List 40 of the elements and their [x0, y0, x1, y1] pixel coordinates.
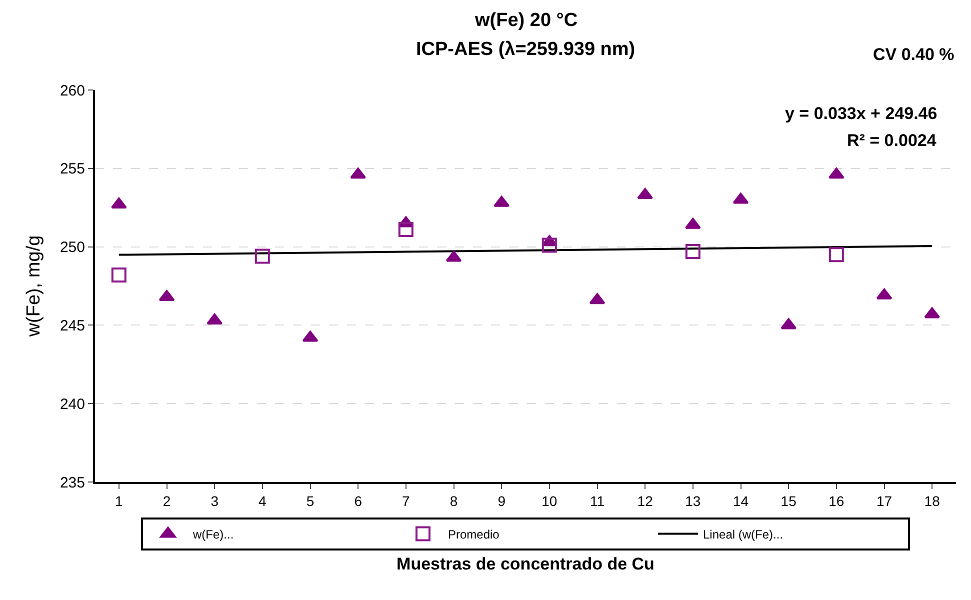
- legend-label: w(Fe)...: [192, 527, 234, 542]
- x-tick-label: 2: [162, 492, 171, 509]
- x-tick-label: 8: [450, 492, 458, 509]
- chart-title: w(Fe) 20 °C: [474, 10, 578, 31]
- x-tick-label: 16: [828, 492, 844, 509]
- x-tick-label: 1: [115, 492, 124, 509]
- x-tick-label: 3: [210, 492, 219, 509]
- x-tick-label: 7: [402, 492, 410, 509]
- point: [828, 247, 844, 262]
- x-tick-label: 5: [306, 492, 314, 509]
- x-tick-label: 17: [876, 492, 892, 509]
- x-axis-title: Muestras de concentrado de Cu: [396, 554, 654, 574]
- point: [542, 238, 557, 253]
- y-tick-label: 240: [60, 396, 85, 413]
- annotation: y = 0.033x + 249.46: [785, 104, 938, 123]
- point: [398, 222, 414, 238]
- x-tick-label: 14: [732, 492, 749, 509]
- y-tick-label: 260: [60, 82, 85, 100]
- point: [254, 248, 270, 264]
- annotation: R² = 0.0024: [847, 131, 937, 150]
- y-tick-label: 245: [60, 317, 85, 334]
- y-tick-label: 255: [60, 160, 85, 178]
- y-axis-title: w(Fe), mg/g: [23, 235, 44, 338]
- x-tick-label: 4: [258, 492, 267, 509]
- y-tick-label: 250: [60, 239, 85, 256]
- x-tick-label: 11: [590, 492, 605, 509]
- x-tick-label: 9: [498, 492, 506, 509]
- x-tick-label: 13: [685, 492, 701, 509]
- point: [685, 244, 700, 259]
- x-tick-label: 10: [542, 492, 558, 509]
- point: [111, 268, 126, 283]
- y-tick-label: 235: [60, 474, 85, 492]
- x-tick-label: 12: [637, 492, 654, 509]
- legend-label: Lineal (w(Fe)...: [703, 527, 784, 542]
- x-tick-label: 6: [354, 492, 362, 509]
- x-tick-label: 15: [780, 492, 797, 509]
- x-tick-label: 18: [924, 492, 940, 509]
- text: CV 0.40 %: [873, 45, 954, 64]
- chart-subtitle: ICP-AES (λ=259.939 nm): [416, 39, 636, 60]
- legend-label: Promedio: [448, 527, 500, 542]
